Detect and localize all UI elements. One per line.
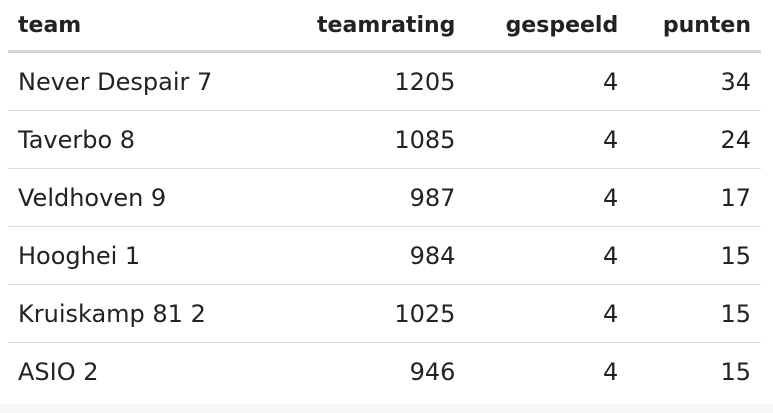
table-row: Taverbo 8 1085 4 24: [8, 110, 761, 169]
table-cell: 1205: [271, 51, 466, 111]
table-row: Never Despair 7 1205 4 34: [8, 51, 761, 111]
table-cell: 4: [465, 110, 629, 169]
table-cell: 4: [465, 168, 629, 227]
table-cell: 34: [628, 51, 761, 111]
column-header: team: [8, 0, 272, 53]
table-cell: 15: [720, 357, 751, 386]
table-body: Never Despair 7 1205 4 34 Taverbo 8 1085 4 24 Ve…: [8, 51, 761, 401]
table-cell: Never Despair 7: [8, 51, 272, 111]
table-cell: Taverbo 8: [8, 110, 272, 169]
table-cell: 1085: [271, 110, 466, 169]
table-row: Hooghei 1 984 4 15: [8, 226, 761, 285]
table-cell: Hooghei 1: [8, 226, 272, 285]
table-cell: 15: [628, 226, 761, 285]
table-cell: Kruiskamp 81 2: [8, 284, 272, 343]
table-row: ASIO 2 946 4 15: [8, 343, 761, 401]
table-cell: ASIO 2: [18, 357, 99, 386]
table-cell: 984: [271, 226, 466, 285]
table-row: Veldhoven 9 987 4 17: [8, 168, 761, 227]
table-cell: 24: [628, 110, 761, 169]
table-cell: 4: [465, 284, 629, 343]
table-cell: 4: [602, 357, 619, 386]
table-cell: 15: [628, 284, 761, 343]
table-cell: Veldhoven 9: [8, 168, 272, 227]
table-cell: 1025: [271, 284, 466, 343]
table-row: Kruiskamp 81 2 1025 4 15: [8, 284, 761, 343]
table-container: team teamrating gespeeld punten Never Despa…: [8, 0, 761, 400]
table-cell: 4: [465, 226, 629, 285]
table-cell: 987: [271, 168, 466, 227]
table-cell: 946: [409, 357, 456, 386]
standings-table: team teamrating gespeeld punten Never Despa…: [8, 0, 761, 400]
column-header: punten: [628, 0, 761, 53]
column-header: gespeeld: [465, 0, 629, 53]
table-cell: 4: [465, 51, 629, 111]
table-cell: 17: [628, 168, 761, 227]
header-row: team teamrating gespeeld punten: [8, 0, 761, 53]
column-header: teamrating: [271, 0, 466, 53]
